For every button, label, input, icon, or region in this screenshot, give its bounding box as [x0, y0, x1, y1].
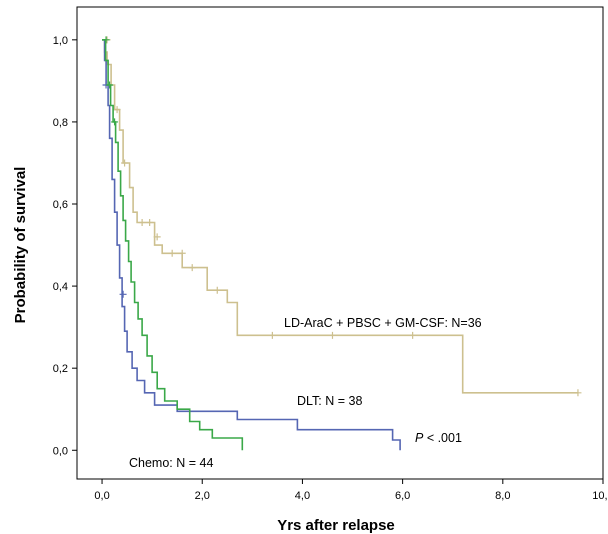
- y-tick-label: 0,0: [53, 445, 68, 457]
- y-axis: 0,0 0,2 0,4 0,6 0,8 1,0: [53, 35, 77, 457]
- censor-mark: [153, 233, 161, 241]
- x-tick-label: 6,0: [395, 490, 410, 502]
- censor-mark: [111, 118, 119, 126]
- censor-mark: [102, 36, 110, 44]
- x-axis-title: Yrs after relapse: [277, 517, 395, 534]
- series-layer: [102, 36, 582, 451]
- x-axis: 0,0 2,0 4,0 6,0 8,0 10,0: [94, 479, 608, 502]
- censor-mark: [106, 81, 114, 89]
- p-value-text: < .001: [423, 431, 462, 445]
- x-tick-label: 8,0: [495, 490, 510, 502]
- censor-mark: [574, 389, 582, 397]
- censor-mark: [113, 106, 121, 114]
- x-tick-label: 0,0: [94, 490, 109, 502]
- series-line-2: [102, 39, 401, 451]
- chemo-series-label: Chemo: N = 44: [129, 456, 213, 470]
- y-tick-label: 0,6: [53, 199, 68, 211]
- plot-frame: [76, 6, 604, 480]
- censor-mark: [188, 264, 196, 272]
- dlt-series-label: DLT: N = 38: [297, 394, 362, 408]
- p-value-label: P < .001: [415, 431, 462, 445]
- censor-mark: [146, 218, 154, 226]
- x-tick-label: 2,0: [195, 490, 210, 502]
- ld-series-label: LD-AraC + PBSC + GM-CSF: N=36: [284, 316, 482, 330]
- p-value-symbol: P: [415, 431, 424, 445]
- series-line-1: [102, 39, 578, 394]
- y-tick-label: 1,0: [53, 35, 68, 47]
- y-tick-label: 0,2: [53, 363, 68, 375]
- x-tick-label: 4,0: [295, 490, 310, 502]
- y-tick-label: 0,4: [53, 281, 68, 293]
- censor-mark: [138, 218, 146, 226]
- series-line-3: [102, 39, 244, 451]
- y-axis-title: Probability of survival: [12, 167, 29, 324]
- censor-mark: [328, 331, 336, 339]
- censor-mark: [409, 331, 417, 339]
- censor-mark: [268, 331, 276, 339]
- censor-mark: [213, 286, 221, 294]
- censor-mark: [121, 159, 129, 167]
- censor-mark: [119, 290, 127, 298]
- censor-mark: [168, 249, 176, 257]
- censor-mark: [178, 249, 186, 257]
- y-tick-label: 0,8: [53, 117, 68, 129]
- x-tick-label: 10,0: [592, 490, 608, 502]
